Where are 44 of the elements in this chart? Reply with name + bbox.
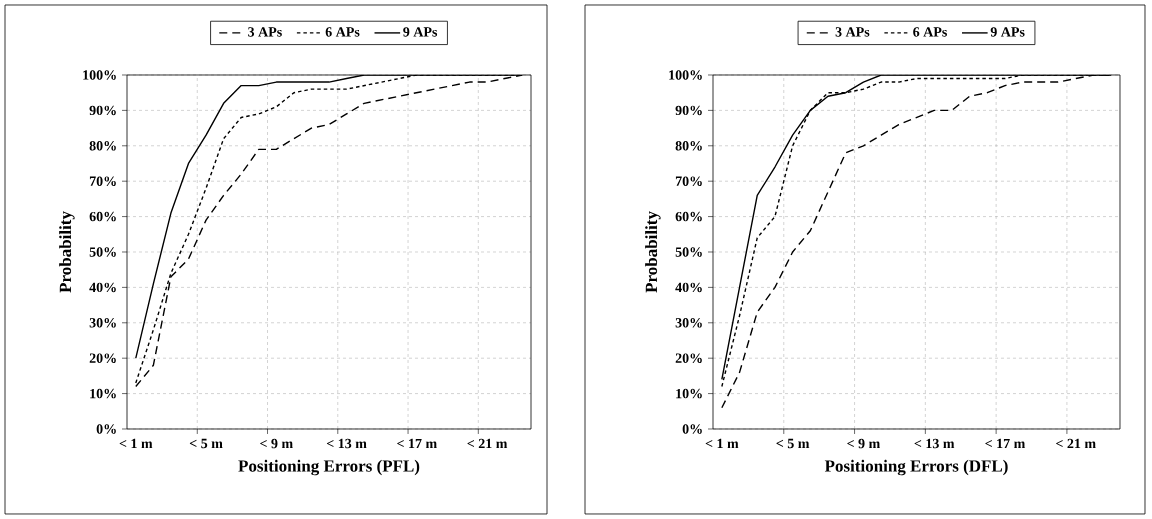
x-tick-label: < 21 m xyxy=(467,438,508,449)
y-tick-label: 80% xyxy=(89,141,116,151)
y-tick-label: 60% xyxy=(675,211,702,222)
y-axis-title: Probability xyxy=(645,211,661,293)
x-tick-label: < 5 m xyxy=(189,438,223,449)
y-tick-label: 70% xyxy=(89,176,116,186)
x-tick-label: < 9 m xyxy=(260,438,293,449)
x-tick-label: < 13 m xyxy=(326,438,367,449)
x-tick-label: < 17 m xyxy=(397,438,437,449)
x-tick-label: < 21 m xyxy=(1056,438,1096,449)
y-axis-title: Probability xyxy=(59,211,75,293)
x-tick-label: < 1 m xyxy=(705,438,739,449)
legend-label: 3 APs xyxy=(835,27,870,37)
y-tick-label: 90% xyxy=(675,105,702,116)
y-tick-label: 90% xyxy=(89,105,116,116)
x-tick-label: < 1 m xyxy=(119,438,153,449)
legend-label: 6 APs xyxy=(325,27,360,37)
y-tick-label: 50% xyxy=(89,247,116,257)
y-tick-label: 20% xyxy=(89,353,116,363)
y-tick-label: 0% xyxy=(682,424,702,434)
y-tick-label: 100% xyxy=(83,70,116,80)
legend-label: 6 APs xyxy=(913,27,947,37)
y-tick-label: 100% xyxy=(669,70,702,80)
x-axis-title: Positioning Errors (DFL) xyxy=(824,459,1008,476)
y-tick-label: 10% xyxy=(90,388,116,399)
x-tick-label: < 5 m xyxy=(776,438,810,449)
y-tick-label: 0% xyxy=(96,424,116,434)
y-tick-label: 80% xyxy=(675,141,702,151)
y-tick-label: 70% xyxy=(675,176,702,186)
y-tick-label: 10% xyxy=(676,388,702,399)
y-tick-label: 60% xyxy=(89,211,116,222)
x-axis-title: Positioning Errors (PFL) xyxy=(238,459,420,476)
legend-label: 3 APs xyxy=(248,27,282,37)
y-tick-label: 40% xyxy=(89,282,116,293)
y-tick-label: 30% xyxy=(675,318,702,328)
x-tick-label: < 13 m xyxy=(914,438,955,449)
y-tick-label: 30% xyxy=(89,318,116,328)
x-tick-label: < 17 m xyxy=(985,438,1026,449)
legend-label: 9 APs xyxy=(403,27,438,37)
x-tick-label: < 9 m xyxy=(847,438,881,449)
y-tick-label: 40% xyxy=(675,282,702,293)
y-tick-label: 50% xyxy=(675,247,702,257)
y-tick-label: 20% xyxy=(675,353,702,363)
legend-label: 9 APs xyxy=(990,27,1025,37)
